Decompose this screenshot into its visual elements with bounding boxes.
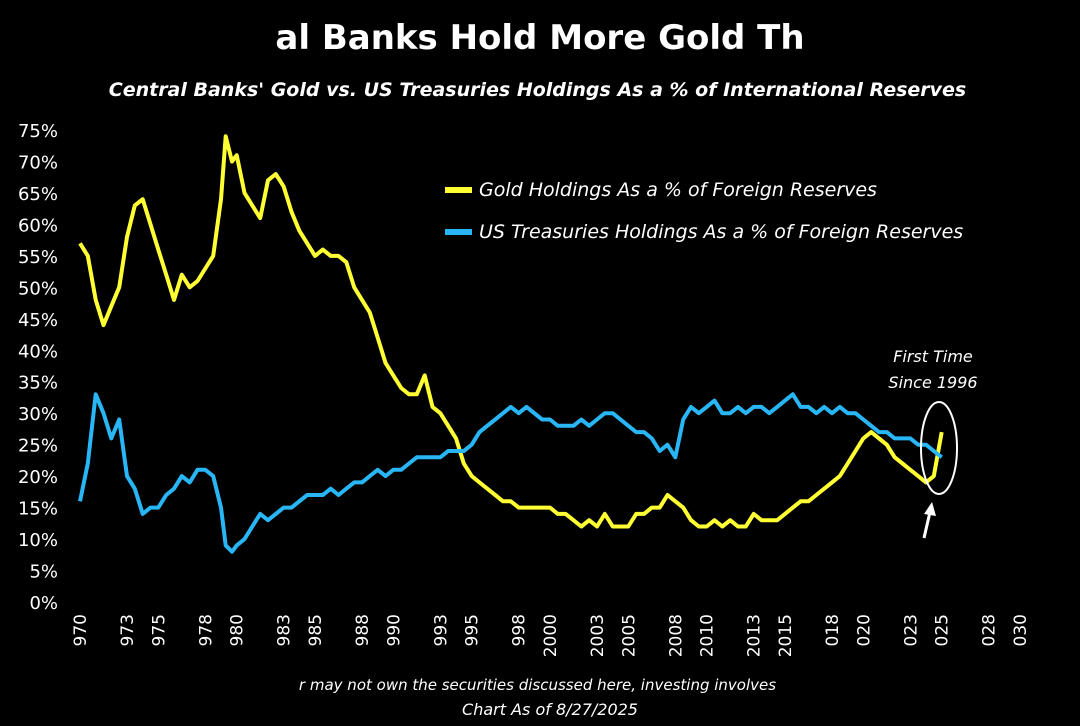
series-gold-line <box>78 134 944 529</box>
y-tick-label: 5% <box>29 562 58 583</box>
x-tick-label: 2015 <box>776 614 796 657</box>
y-tick-label: 20% <box>18 467 58 488</box>
x-tick-label: 985 <box>306 614 326 646</box>
footer-disclaimer: r may not own the securities discussed h… <box>298 676 777 694</box>
x-tick-label: 025 <box>933 614 953 646</box>
x-tick-label: 2013 <box>745 614 765 657</box>
y-tick-label: 70% <box>18 152 58 173</box>
chart-title: al Banks Hold More Gold Th <box>275 18 805 58</box>
x-tick-label: 018 <box>823 614 843 646</box>
x-tick-label: 028 <box>980 614 1000 646</box>
y-tick-label: 30% <box>18 404 58 425</box>
annotation: First Time Since 1996 <box>888 347 978 539</box>
x-tick-label: 2000 <box>541 614 561 657</box>
x-tick-label: 2008 <box>666 614 686 657</box>
x-tick-label: 983 <box>275 614 295 646</box>
annotation-circle <box>920 401 958 495</box>
y-tick-label: 45% <box>18 310 58 331</box>
x-tick-label: 2005 <box>619 614 639 657</box>
footer-date: Chart As of 8/27/2025 <box>462 700 638 719</box>
x-tick-label: 995 <box>463 614 483 646</box>
y-tick-label: 50% <box>18 278 58 299</box>
x-tick-label: 998 <box>510 614 530 646</box>
y-tick-label: 0% <box>29 593 58 614</box>
x-tick-label: 2003 <box>588 614 608 657</box>
y-tick-label: 65% <box>18 184 58 205</box>
annotation-line2: Since 1996 <box>888 373 977 392</box>
y-tick-label: 60% <box>18 215 58 236</box>
series-layer <box>78 134 944 554</box>
y-tick-label: 10% <box>18 530 58 551</box>
y-tick-label: 40% <box>18 341 58 362</box>
legend: Gold Holdings As a % of Foreign Reserves… <box>445 179 963 243</box>
x-tick-label: 978 <box>196 614 216 646</box>
x-tick-label: 990 <box>384 614 404 646</box>
y-tick-label: 15% <box>18 499 58 520</box>
y-tick-label: 55% <box>18 247 58 268</box>
annotation-arrow-icon <box>922 502 936 539</box>
x-tick-label: 993 <box>431 614 451 646</box>
y-tick-label: 75% <box>18 121 58 142</box>
x-tick-label: 2010 <box>698 614 718 657</box>
y-axis: 0% 5% 10% 15% 20% 25% 30% 35% 40% 45% 50% 55% 60% 65%… <box>18 121 58 614</box>
annotation-line1: First Time <box>893 347 973 366</box>
x-tick-label: 023 <box>901 614 921 646</box>
x-tick-label: 973 <box>118 614 138 646</box>
y-tick-label: 35% <box>18 373 58 394</box>
x-tick-label: 988 <box>353 614 373 646</box>
chart-subtitle: Central Banks' Gold vs. US Treasuries Ho… <box>108 79 967 101</box>
y-tick-label: 25% <box>18 436 58 457</box>
x-tick-label: 970 <box>71 614 91 646</box>
x-tick-label: 980 <box>228 614 248 646</box>
x-tick-label: 030 <box>1011 614 1031 646</box>
series-treasuries-line <box>78 392 943 554</box>
legend-label-treasuries: US Treasuries Holdings As a % of Foreign… <box>479 221 963 243</box>
x-tick-label: 975 <box>149 614 169 646</box>
x-tick-label: 020 <box>854 614 874 646</box>
legend-label-gold: Gold Holdings As a % of Foreign Reserves <box>479 179 877 201</box>
x-axis: 970 973 975 978 980 983 985 988 990 993 995 998 2000… <box>71 614 1031 657</box>
